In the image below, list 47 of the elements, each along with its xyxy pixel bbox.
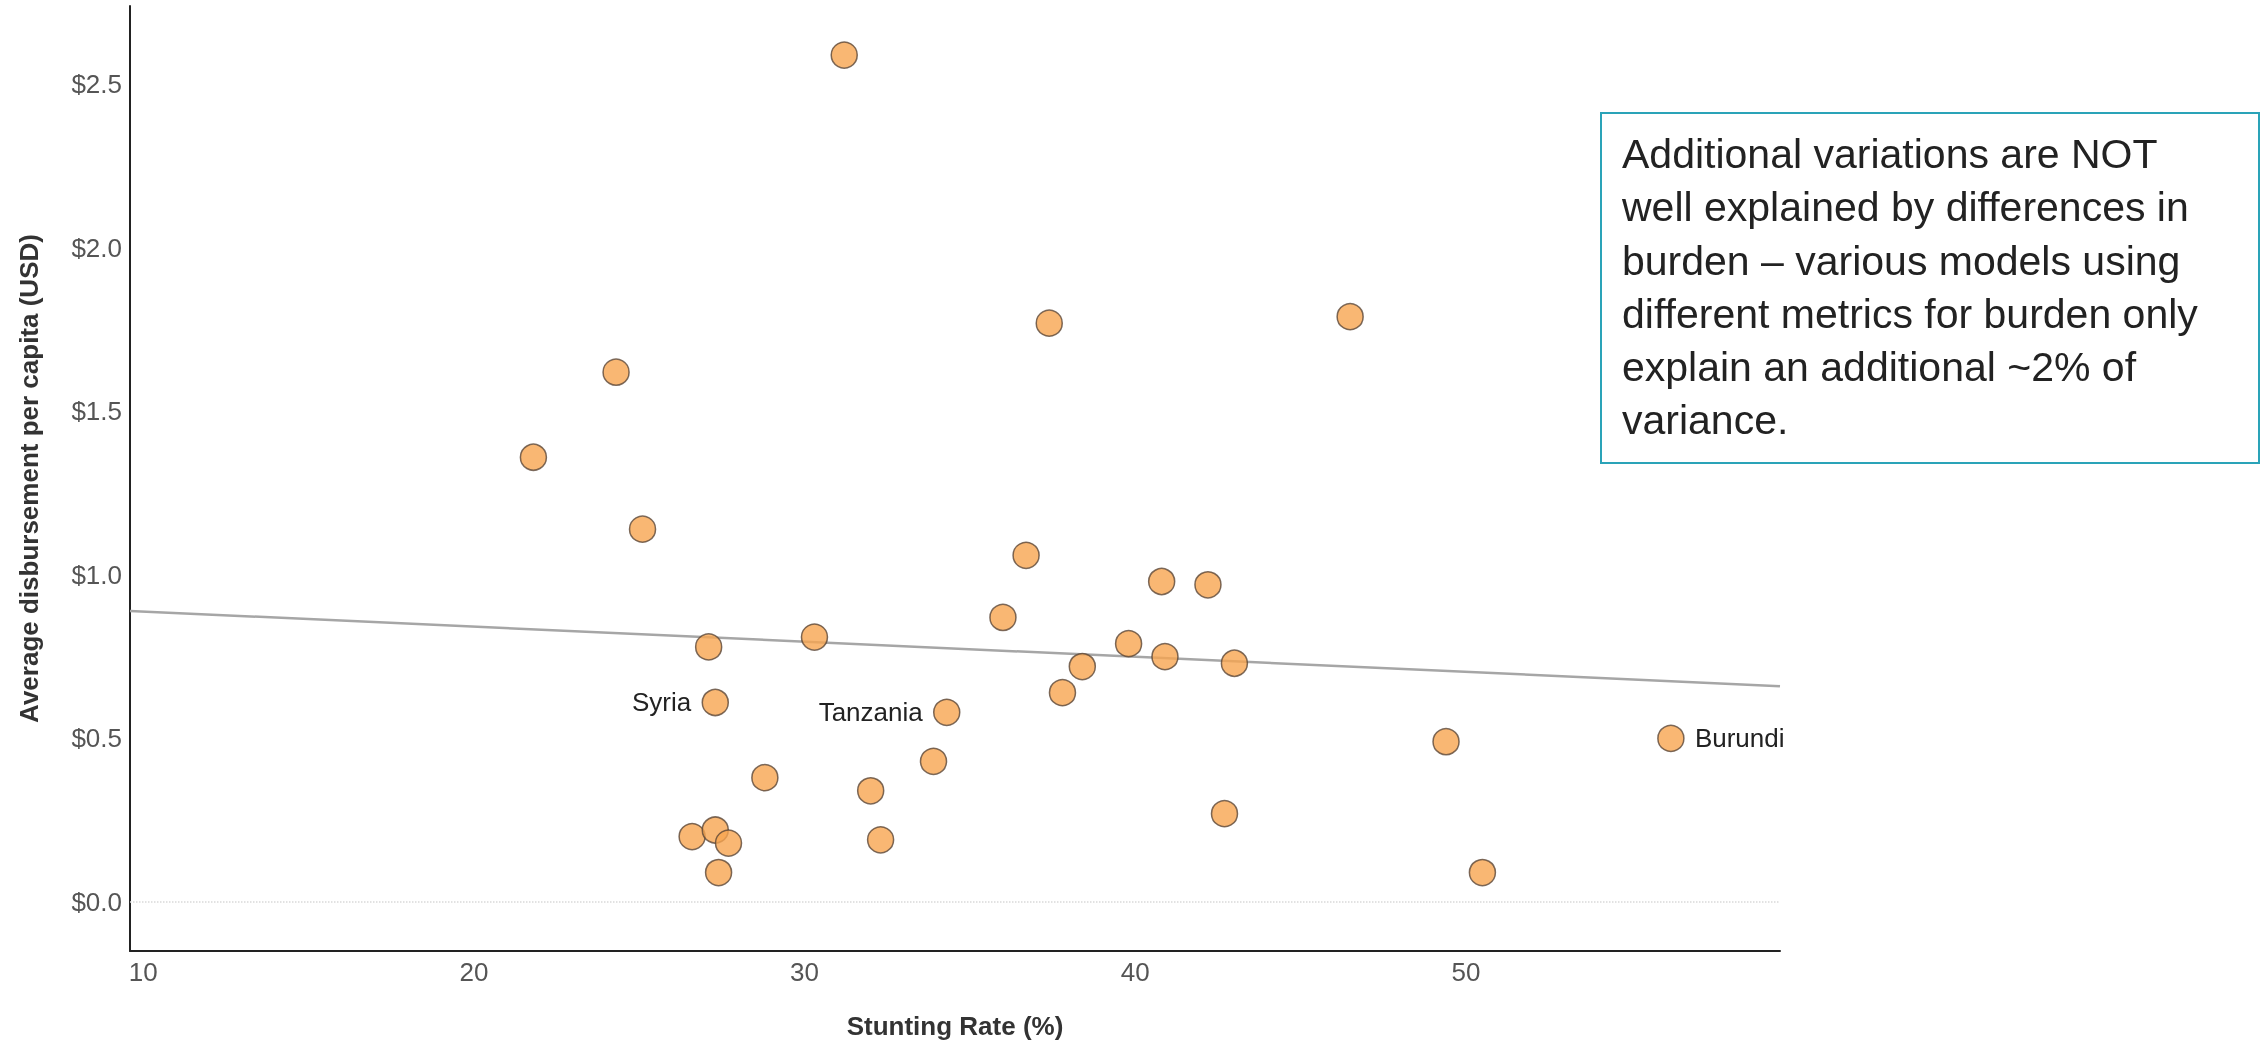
point [1114,629,1143,658]
point [1012,541,1040,570]
x-tick-label: 30 [790,957,820,987]
point [800,623,829,651]
y-tick-label: $2.0 [71,232,122,263]
y-tick-label: $0.5 [71,723,122,754]
y-tick-label: $1.5 [71,396,122,427]
note-box: Additional variations are NOT well explained by differences in burden – various models using different metrics for burden only explain an additional ~2% of variance. [1600,112,2260,464]
point [856,777,885,805]
y-tick-label: $1.0 [71,559,122,590]
point [694,633,723,661]
annotation: Syria [632,687,692,718]
point [1657,724,1685,753]
annotation: Tanzania [818,697,924,728]
point [1048,678,1077,707]
point [628,515,657,543]
point [714,829,743,857]
point [989,603,1017,632]
x-tick-label: 20 [459,957,489,987]
point [1068,652,1097,681]
point [1147,567,1176,596]
point [919,747,948,776]
point [830,41,858,69]
point [1432,727,1460,756]
y-axis-title: Average disbursement per capita (USD) [14,234,44,723]
point [678,822,706,851]
point [1151,642,1179,671]
point [1336,302,1364,331]
point [1194,571,1222,599]
x-axis-title: Stunting Rate (%) [846,1011,1064,1041]
y-tick-label: $2.5 [71,69,122,100]
x-tick-label: 40 [1120,957,1150,987]
x-tick-label: 10 [128,957,158,987]
y-tick-label: $0.0 [71,886,122,917]
point [751,763,779,792]
point [1468,858,1497,887]
point [1035,309,1063,337]
x-tick-label: 50 [1451,957,1481,987]
point [1210,799,1239,828]
point [933,698,961,727]
annotation: Burundi [1694,723,1785,754]
point [602,358,630,386]
point [704,858,733,887]
point [866,826,895,854]
point [1220,649,1249,677]
point [519,443,548,471]
point [701,688,730,717]
